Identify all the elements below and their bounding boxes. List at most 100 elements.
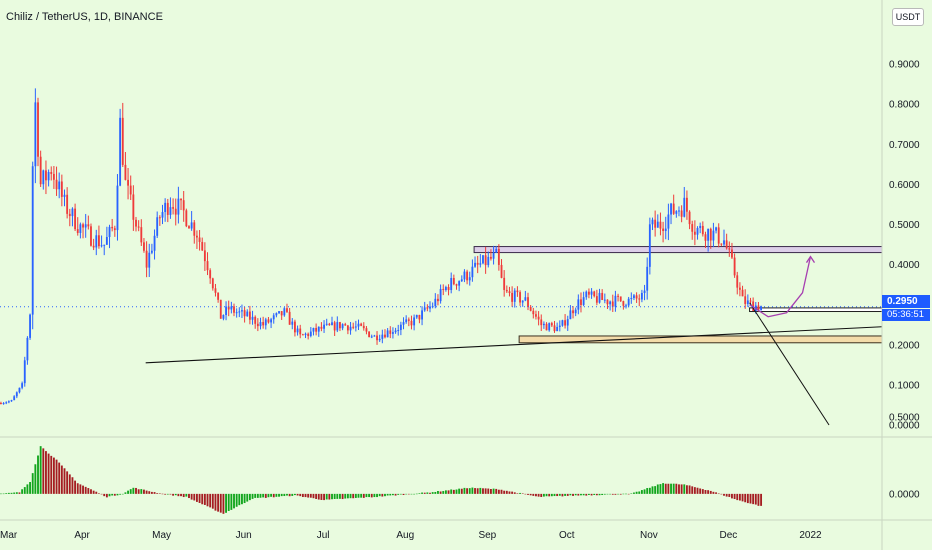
time-tick-label: Mar — [0, 530, 18, 541]
symbol-title[interactable]: Chiliz / TetherUS, 1D, BINANCE — [6, 11, 163, 23]
candle-body — [633, 295, 635, 299]
candle-body — [736, 275, 739, 288]
macd-hist-bar — [715, 492, 717, 494]
macd-hist-bar — [407, 493, 410, 495]
candle-body — [201, 241, 204, 251]
candle-body — [301, 334, 304, 336]
macd-hist-bar — [286, 493, 288, 496]
candle-body — [503, 277, 506, 290]
candle-body — [744, 296, 747, 304]
candle-body — [566, 319, 569, 326]
macd-tick-label: 0.0000 — [889, 489, 920, 500]
macd-hist-bar — [646, 488, 649, 494]
macd-hist-bar — [378, 493, 381, 497]
candle-body — [243, 310, 246, 317]
candle-body — [153, 235, 156, 251]
macd-hist-bar — [437, 490, 439, 494]
candle-body — [548, 323, 551, 331]
candle-body — [717, 227, 720, 244]
candle-body — [177, 198, 180, 215]
candle-body — [648, 224, 651, 267]
macd-hist-bar — [415, 493, 418, 495]
candle-body — [196, 235, 198, 238]
trend-drawings[interactable] — [145, 255, 883, 426]
candle-body — [365, 328, 368, 332]
price-tick-label: 0.7000 — [889, 140, 920, 151]
candle-body — [137, 226, 140, 228]
candle-body — [667, 214, 670, 229]
candle-body — [651, 219, 654, 225]
macd-hist-bar — [370, 493, 373, 498]
macd-hist-bar — [572, 493, 574, 496]
candle-body — [664, 228, 667, 231]
macd-hist-bar — [270, 493, 273, 497]
macd-hist-bar — [505, 490, 508, 494]
candle-body — [482, 255, 484, 264]
macd-hist-bar — [413, 493, 416, 495]
candle-body — [452, 278, 455, 285]
macd-hist-bar — [98, 493, 100, 494]
currency-badge[interactable]: USDT — [892, 8, 924, 26]
candle-body — [23, 360, 26, 384]
macd-hist-bar — [521, 493, 524, 494]
candle-body — [392, 332, 394, 334]
candle-body — [103, 244, 106, 246]
macd-hist-bar — [26, 484, 29, 494]
macd-hist-bar — [545, 493, 548, 497]
candle-body — [437, 298, 439, 302]
macd-hist-bar — [688, 485, 691, 494]
macd-hist-bar — [683, 484, 686, 494]
candle-body — [497, 248, 500, 265]
candle-body — [402, 322, 405, 325]
macd-hist-bar — [638, 491, 641, 494]
candle-body — [150, 250, 153, 253]
macd-hist-bar — [15, 492, 18, 494]
candle-body — [654, 219, 657, 228]
macd-hist-bar — [633, 492, 635, 494]
macd-hist-bar — [82, 485, 84, 494]
candle-body — [378, 338, 381, 341]
macd-hist-bar — [662, 483, 665, 494]
drawings[interactable] — [473, 246, 883, 344]
candle-body — [272, 315, 275, 320]
candle-body — [341, 324, 344, 329]
price-tick-label: 0.6000 — [889, 180, 920, 191]
macd-hist-bar — [219, 493, 222, 513]
support-trendline — [145, 326, 883, 364]
candle-body — [18, 387, 21, 393]
macd-hist-bar — [675, 483, 678, 494]
candle-body — [79, 224, 82, 233]
candle-body — [166, 202, 169, 215]
candle-body — [26, 337, 29, 361]
macd-hist-bar — [52, 457, 55, 494]
candle-body — [21, 383, 24, 388]
macd-hist-bar — [296, 493, 299, 496]
macd-hist-bar — [693, 487, 696, 494]
candle-body — [161, 212, 164, 218]
candle-body — [148, 252, 151, 268]
candle-body — [299, 328, 302, 335]
macd-hist-bar — [103, 493, 106, 497]
candle-body — [140, 227, 143, 243]
candle-body — [678, 210, 680, 212]
macd-hist-bar — [656, 484, 659, 494]
macd-hist-bar — [156, 493, 159, 494]
candle-body — [267, 319, 270, 323]
macd-hist-bar — [264, 493, 267, 498]
candle-body — [172, 207, 175, 209]
macd-hist-bar — [63, 468, 66, 494]
candle-body — [13, 396, 16, 401]
candle-body — [360, 323, 363, 326]
candle-body — [100, 245, 103, 247]
time-tick-label: Dec — [719, 530, 737, 541]
macd-hist-bar — [116, 493, 119, 496]
macd-hist-bar — [484, 488, 487, 494]
candle-body — [270, 319, 273, 323]
candle-body — [617, 295, 619, 297]
macd-hist-bar — [68, 474, 71, 494]
candle-body — [333, 322, 336, 331]
candle-body — [490, 256, 492, 259]
candle-body — [572, 310, 574, 314]
